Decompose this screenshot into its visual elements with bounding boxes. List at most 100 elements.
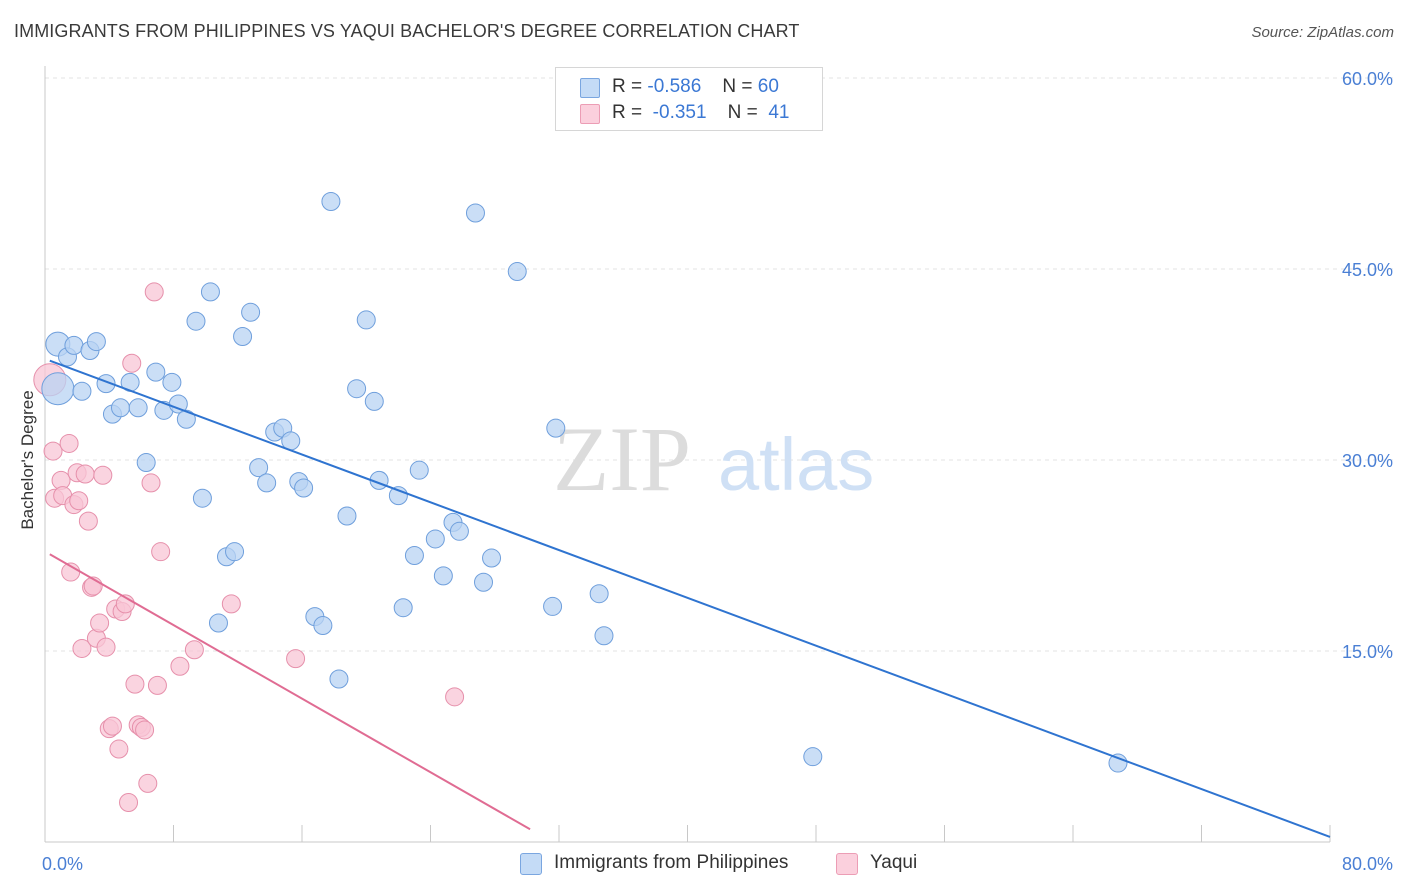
philippines-point [241, 302, 261, 322]
philippines-point [86, 332, 106, 352]
philippines-point [507, 262, 527, 282]
yaqui-point [125, 674, 145, 694]
watermark: ZIP atlas [553, 408, 874, 510]
philippines-point [225, 542, 245, 562]
yaqui-point [43, 441, 63, 461]
philippines-point [393, 598, 413, 618]
yaqui-point [59, 433, 79, 453]
x-tick-label: 0.0% [42, 854, 83, 874]
yaqui-point [147, 675, 167, 695]
yaqui-point [135, 720, 155, 740]
philippines-point [249, 458, 269, 478]
philippines-point [409, 460, 429, 480]
tick-labels: 15.0% 30.0% 45.0% 60.0% 0.0% 80.0% [42, 69, 1393, 874]
yaqui-point [445, 687, 465, 707]
philippines-point [128, 398, 148, 418]
correlation-legend: R = -0.586 N = 60 R = -0.351 N = 41 [555, 67, 823, 131]
legend-n-label: N = [727, 102, 758, 123]
yaqui-point [78, 511, 98, 531]
philippines-point [404, 546, 424, 565]
philippines-trend-line [49, 359, 1331, 838]
legend-r-label: R = [612, 102, 643, 123]
philippines-points [41, 192, 1128, 773]
legend-n-value: 41 [768, 102, 790, 123]
philippines-point [136, 453, 156, 473]
gridlines [45, 77, 1395, 652]
watermark-zip: ZIP [553, 408, 691, 510]
yaqui-point [151, 542, 171, 562]
yaqui-point [102, 716, 122, 736]
philippines-point [176, 409, 196, 429]
x-tick-label: 80.0% [1342, 854, 1393, 874]
trend-lines [49, 359, 1331, 838]
yaqui-point [221, 594, 241, 614]
yaqui-point [286, 649, 306, 669]
yaqui-point [69, 491, 89, 511]
philippines-point [41, 372, 75, 406]
philippines-point [364, 391, 384, 411]
legend-r-label: R = [612, 76, 643, 97]
bottom-legend-label-yaqui: Yaqui [870, 852, 918, 873]
y-axis-label: Bachelor's Degree [18, 390, 37, 529]
philippines-point [186, 311, 206, 331]
yaqui-point [184, 640, 204, 660]
philippines-point [803, 747, 823, 767]
chart-title: IMMIGRANTS FROM PHILIPPINES VS YAQUI BAC… [14, 21, 800, 41]
legend-r-value: -0.351 [652, 102, 707, 123]
philippines-point [162, 372, 182, 392]
philippines-point [356, 310, 376, 330]
legend-swatch-yaqui [580, 104, 600, 124]
watermark-atlas: atlas [718, 423, 874, 506]
legend-swatch-philippines [580, 78, 600, 98]
philippines-point [72, 381, 92, 401]
yaqui-point [119, 793, 139, 813]
philippines-point [474, 572, 494, 592]
yaqui-point [138, 773, 158, 793]
philippines-point [594, 626, 614, 646]
yaqui-point [144, 282, 164, 302]
philippines-point [337, 506, 357, 526]
philippines-point [313, 616, 333, 636]
bottom-legend-label-philippines: Immigrants from Philippines [554, 852, 789, 873]
yaqui-trend-line [49, 553, 531, 831]
philippines-point [433, 566, 453, 586]
philippines-point [64, 335, 84, 355]
philippines-point [208, 613, 228, 633]
philippines-point [1108, 753, 1128, 773]
philippines-point [449, 521, 469, 541]
y-tick-label: 45.0% [1342, 260, 1393, 280]
philippines-point [192, 488, 212, 508]
y-tick-label: 30.0% [1342, 451, 1393, 471]
source-label: Source: ZipAtlas.com [1251, 24, 1394, 41]
philippines-point [168, 394, 188, 414]
bottom-legend-swatch-philippines [520, 853, 542, 875]
philippines-point [233, 326, 253, 346]
philippines-point [589, 584, 609, 604]
philippines-point [465, 203, 485, 223]
philippines-point [257, 473, 277, 493]
yaqui-point [122, 353, 142, 373]
yaqui-point [75, 464, 95, 484]
philippines-point [543, 596, 563, 616]
yaqui-point [90, 613, 110, 633]
philippines-point [425, 529, 445, 549]
philippines-point [482, 548, 502, 568]
yaqui-point [93, 465, 113, 485]
y-tick-label: 15.0% [1342, 642, 1393, 662]
yaqui-point [109, 739, 129, 759]
legend-n-label: N = [722, 76, 753, 97]
axes [44, 66, 1331, 843]
yaqui-point [72, 638, 92, 658]
philippines-point [200, 282, 220, 302]
legend-r-value: -0.586 [647, 76, 702, 97]
philippines-point [321, 192, 341, 212]
y-tick-label: 60.0% [1342, 69, 1393, 89]
philippines-point [329, 669, 349, 689]
philippines-point [146, 362, 166, 382]
legend-n-value: 60 [757, 76, 779, 97]
yaqui-points [33, 282, 465, 813]
yaqui-point [96, 637, 116, 657]
philippines-point [294, 478, 314, 498]
philippines-point [110, 398, 130, 418]
